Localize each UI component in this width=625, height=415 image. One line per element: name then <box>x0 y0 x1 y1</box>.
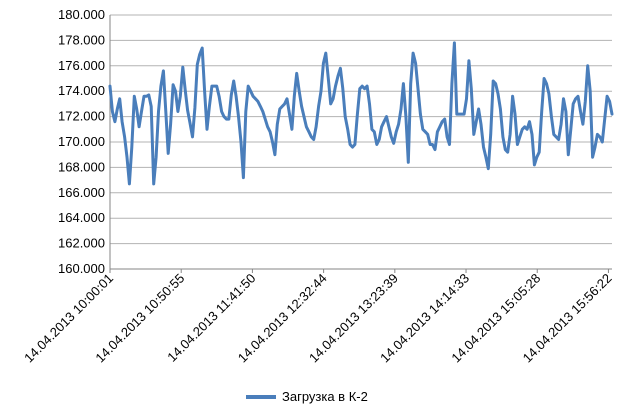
legend: Загрузка в К-2 <box>246 389 368 404</box>
y-tick-label: 168.000 <box>58 159 105 174</box>
y-tick-label: 174.000 <box>58 83 105 98</box>
series-line <box>108 41 614 186</box>
series-group <box>108 41 614 186</box>
y-tick-label: 160.000 <box>58 261 105 276</box>
gridlines <box>110 14 612 270</box>
y-tick-label: 172.000 <box>58 109 105 124</box>
y-tick-label: 180.000 <box>58 7 105 22</box>
y-tick-label: 164.000 <box>58 210 105 225</box>
y-tick-label: 176.000 <box>58 58 105 73</box>
y-axis: 160.000 162.000 164.000 166.000 168.000 170.0… <box>58 7 111 276</box>
y-tick-label: 166.000 <box>58 185 105 200</box>
y-tick-label: 162.000 <box>58 236 105 251</box>
legend-label: Загрузка в К-2 <box>282 389 368 404</box>
y-tick-label: 178.000 <box>58 32 105 47</box>
y-tick-label: 170.000 <box>58 134 105 149</box>
